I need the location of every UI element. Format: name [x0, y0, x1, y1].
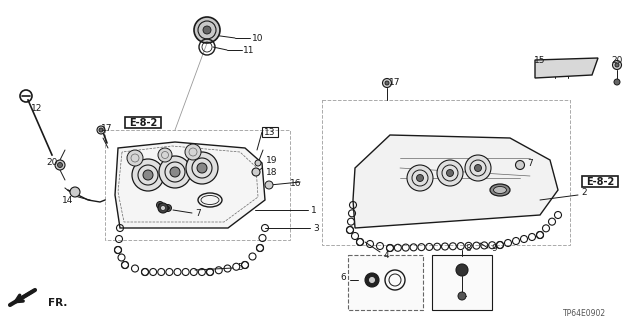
Circle shape	[383, 78, 392, 87]
Circle shape	[417, 174, 424, 181]
Circle shape	[132, 159, 164, 191]
Circle shape	[170, 167, 180, 177]
Circle shape	[385, 81, 389, 85]
Polygon shape	[535, 58, 598, 78]
Circle shape	[265, 181, 273, 189]
Circle shape	[407, 165, 433, 191]
Circle shape	[159, 204, 161, 206]
Text: 18: 18	[266, 167, 278, 177]
Bar	[262, 127, 278, 137]
Circle shape	[255, 160, 261, 166]
Circle shape	[99, 128, 103, 132]
Circle shape	[164, 204, 172, 212]
Text: 17: 17	[101, 124, 113, 132]
Circle shape	[474, 164, 481, 172]
Text: E-8-2: E-8-2	[129, 118, 157, 128]
Text: FR.: FR.	[48, 298, 67, 308]
Circle shape	[159, 156, 191, 188]
Text: 15: 15	[534, 55, 546, 65]
Text: 12: 12	[31, 103, 43, 113]
Text: 11: 11	[243, 45, 255, 54]
Text: 6: 6	[340, 274, 346, 283]
Circle shape	[515, 161, 525, 170]
Circle shape	[166, 206, 170, 210]
Text: 9: 9	[491, 244, 497, 252]
Bar	[582, 176, 618, 187]
Circle shape	[614, 79, 620, 85]
Circle shape	[458, 292, 466, 300]
Circle shape	[203, 26, 211, 34]
Text: 20: 20	[611, 55, 623, 65]
Circle shape	[55, 160, 65, 170]
Circle shape	[157, 202, 163, 209]
Circle shape	[615, 63, 619, 67]
Circle shape	[447, 170, 454, 177]
Circle shape	[369, 276, 376, 284]
Circle shape	[456, 264, 468, 276]
Text: 10: 10	[252, 34, 264, 43]
Circle shape	[58, 163, 63, 167]
Text: 4: 4	[383, 252, 389, 260]
Bar	[432, 255, 492, 310]
Circle shape	[194, 17, 220, 43]
Bar	[348, 255, 423, 310]
Text: 1: 1	[311, 205, 317, 214]
Polygon shape	[353, 135, 558, 228]
Circle shape	[252, 168, 260, 176]
Text: 14: 14	[62, 196, 74, 204]
Text: 8: 8	[465, 244, 471, 252]
Circle shape	[437, 160, 463, 186]
Circle shape	[143, 170, 153, 180]
Circle shape	[127, 150, 143, 166]
Text: 16: 16	[291, 179, 301, 188]
Text: 20: 20	[47, 157, 58, 166]
Circle shape	[197, 163, 207, 173]
Circle shape	[97, 126, 105, 134]
Circle shape	[465, 155, 491, 181]
Text: 3: 3	[313, 223, 319, 233]
Text: 7: 7	[195, 209, 201, 218]
Text: 7: 7	[527, 158, 533, 167]
Circle shape	[161, 205, 166, 211]
Circle shape	[158, 203, 168, 213]
Bar	[322, 100, 570, 245]
Circle shape	[186, 152, 218, 184]
Bar	[105, 130, 290, 240]
Bar	[125, 117, 161, 128]
Circle shape	[70, 187, 80, 197]
Text: 5: 5	[237, 263, 243, 273]
Text: 13: 13	[264, 127, 276, 137]
Circle shape	[365, 273, 379, 287]
Circle shape	[158, 148, 172, 162]
Text: 19: 19	[266, 156, 278, 164]
Polygon shape	[115, 142, 265, 228]
Text: TP64E0902: TP64E0902	[563, 308, 607, 317]
Ellipse shape	[493, 187, 506, 194]
Ellipse shape	[490, 184, 510, 196]
Circle shape	[185, 144, 201, 160]
Text: 2: 2	[581, 188, 587, 196]
Text: E-8-2: E-8-2	[586, 177, 614, 187]
Text: 17: 17	[389, 77, 401, 86]
Circle shape	[612, 60, 621, 69]
